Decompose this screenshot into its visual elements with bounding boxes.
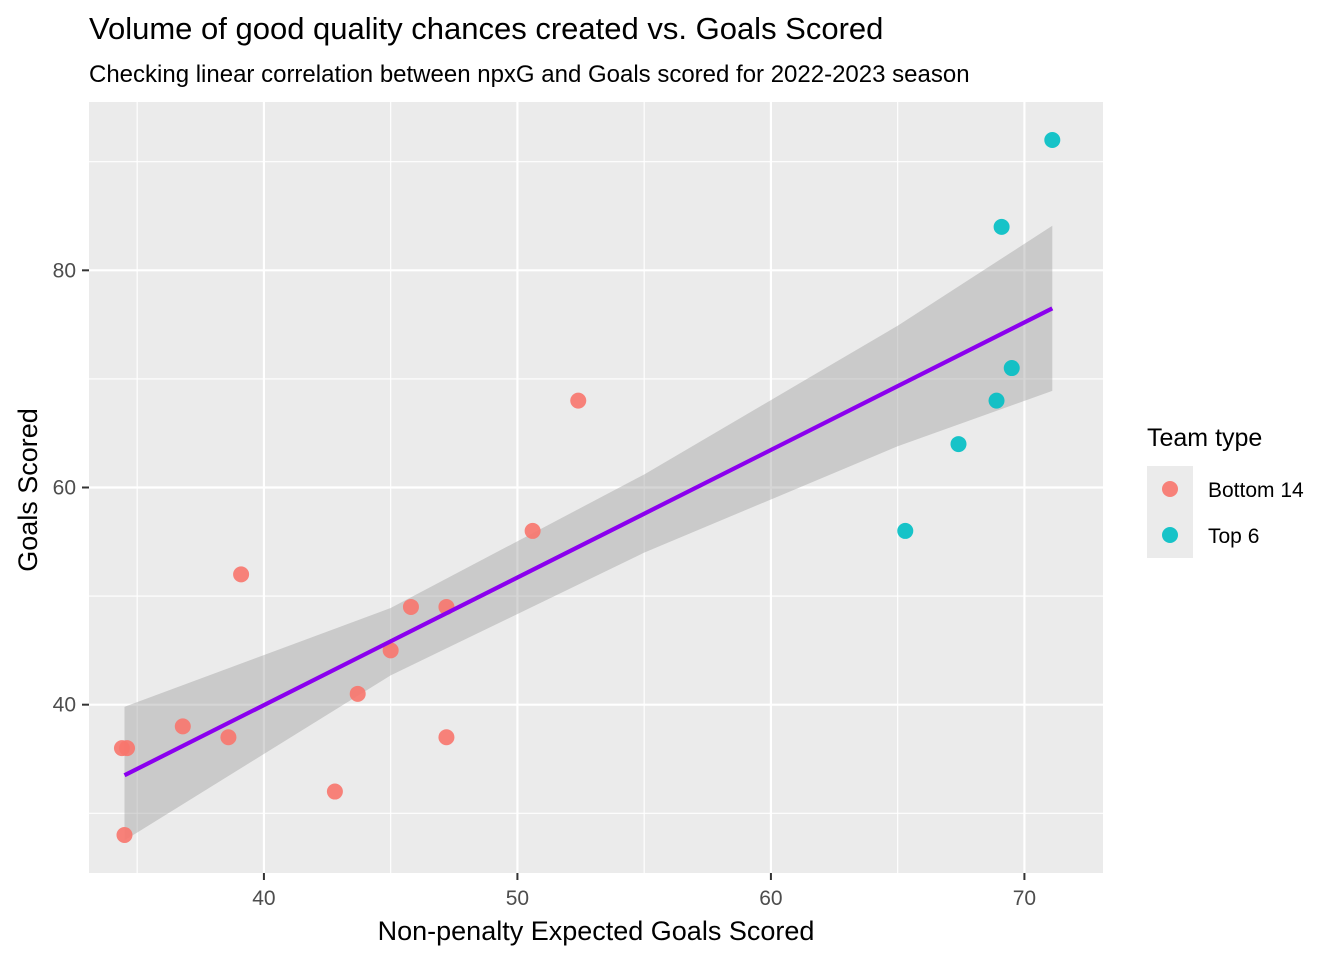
y-tick-label: 40 (53, 694, 76, 717)
data-point (349, 685, 366, 702)
data-point (897, 522, 914, 539)
y-axis: 40 60 80 (53, 259, 89, 717)
data-point (402, 598, 419, 615)
x-tick-label: 70 (1013, 887, 1036, 910)
data-point (119, 740, 136, 757)
trend-line (123, 306, 1054, 778)
x-tick-label: 60 (759, 887, 782, 910)
data-point (233, 566, 250, 583)
data-point (1044, 132, 1061, 149)
data-point (382, 642, 399, 659)
x-axis: 40 50 60 70 (252, 873, 1036, 910)
legend-label: Top 6 (1208, 525, 1259, 548)
y-tick-label: 60 (53, 477, 76, 500)
legend-swatch (1162, 527, 1178, 543)
data-point (116, 826, 133, 843)
data-point (950, 436, 967, 453)
x-tick-label: 50 (506, 887, 529, 910)
chart-title: Volume of good quality chances created v… (89, 11, 883, 46)
grid-major (89, 102, 1103, 873)
data-points (113, 132, 1061, 843)
data-point (438, 729, 455, 746)
data-point (174, 718, 191, 735)
data-point (326, 783, 343, 800)
legend-swatch (1162, 481, 1178, 497)
legend-label: Bottom 14 (1208, 479, 1304, 502)
data-point (220, 729, 237, 746)
data-point (988, 392, 1005, 409)
legend-title: Team type (1147, 424, 1262, 452)
data-point (993, 218, 1010, 235)
regression-line (123, 306, 1054, 778)
legend: Team type Bottom 14 Top 6 (1147, 424, 1304, 558)
data-point (1003, 360, 1020, 377)
x-tick-label: 40 (252, 887, 275, 910)
y-axis-label: Goals Scored (13, 408, 43, 572)
chart-subtitle: Checking linear correlation between npxG… (89, 61, 970, 88)
x-axis-label: Non-penalty Expected Goals Scored (378, 916, 815, 946)
y-tick-label: 80 (53, 259, 76, 282)
data-point (570, 392, 587, 409)
data-point (524, 522, 541, 539)
